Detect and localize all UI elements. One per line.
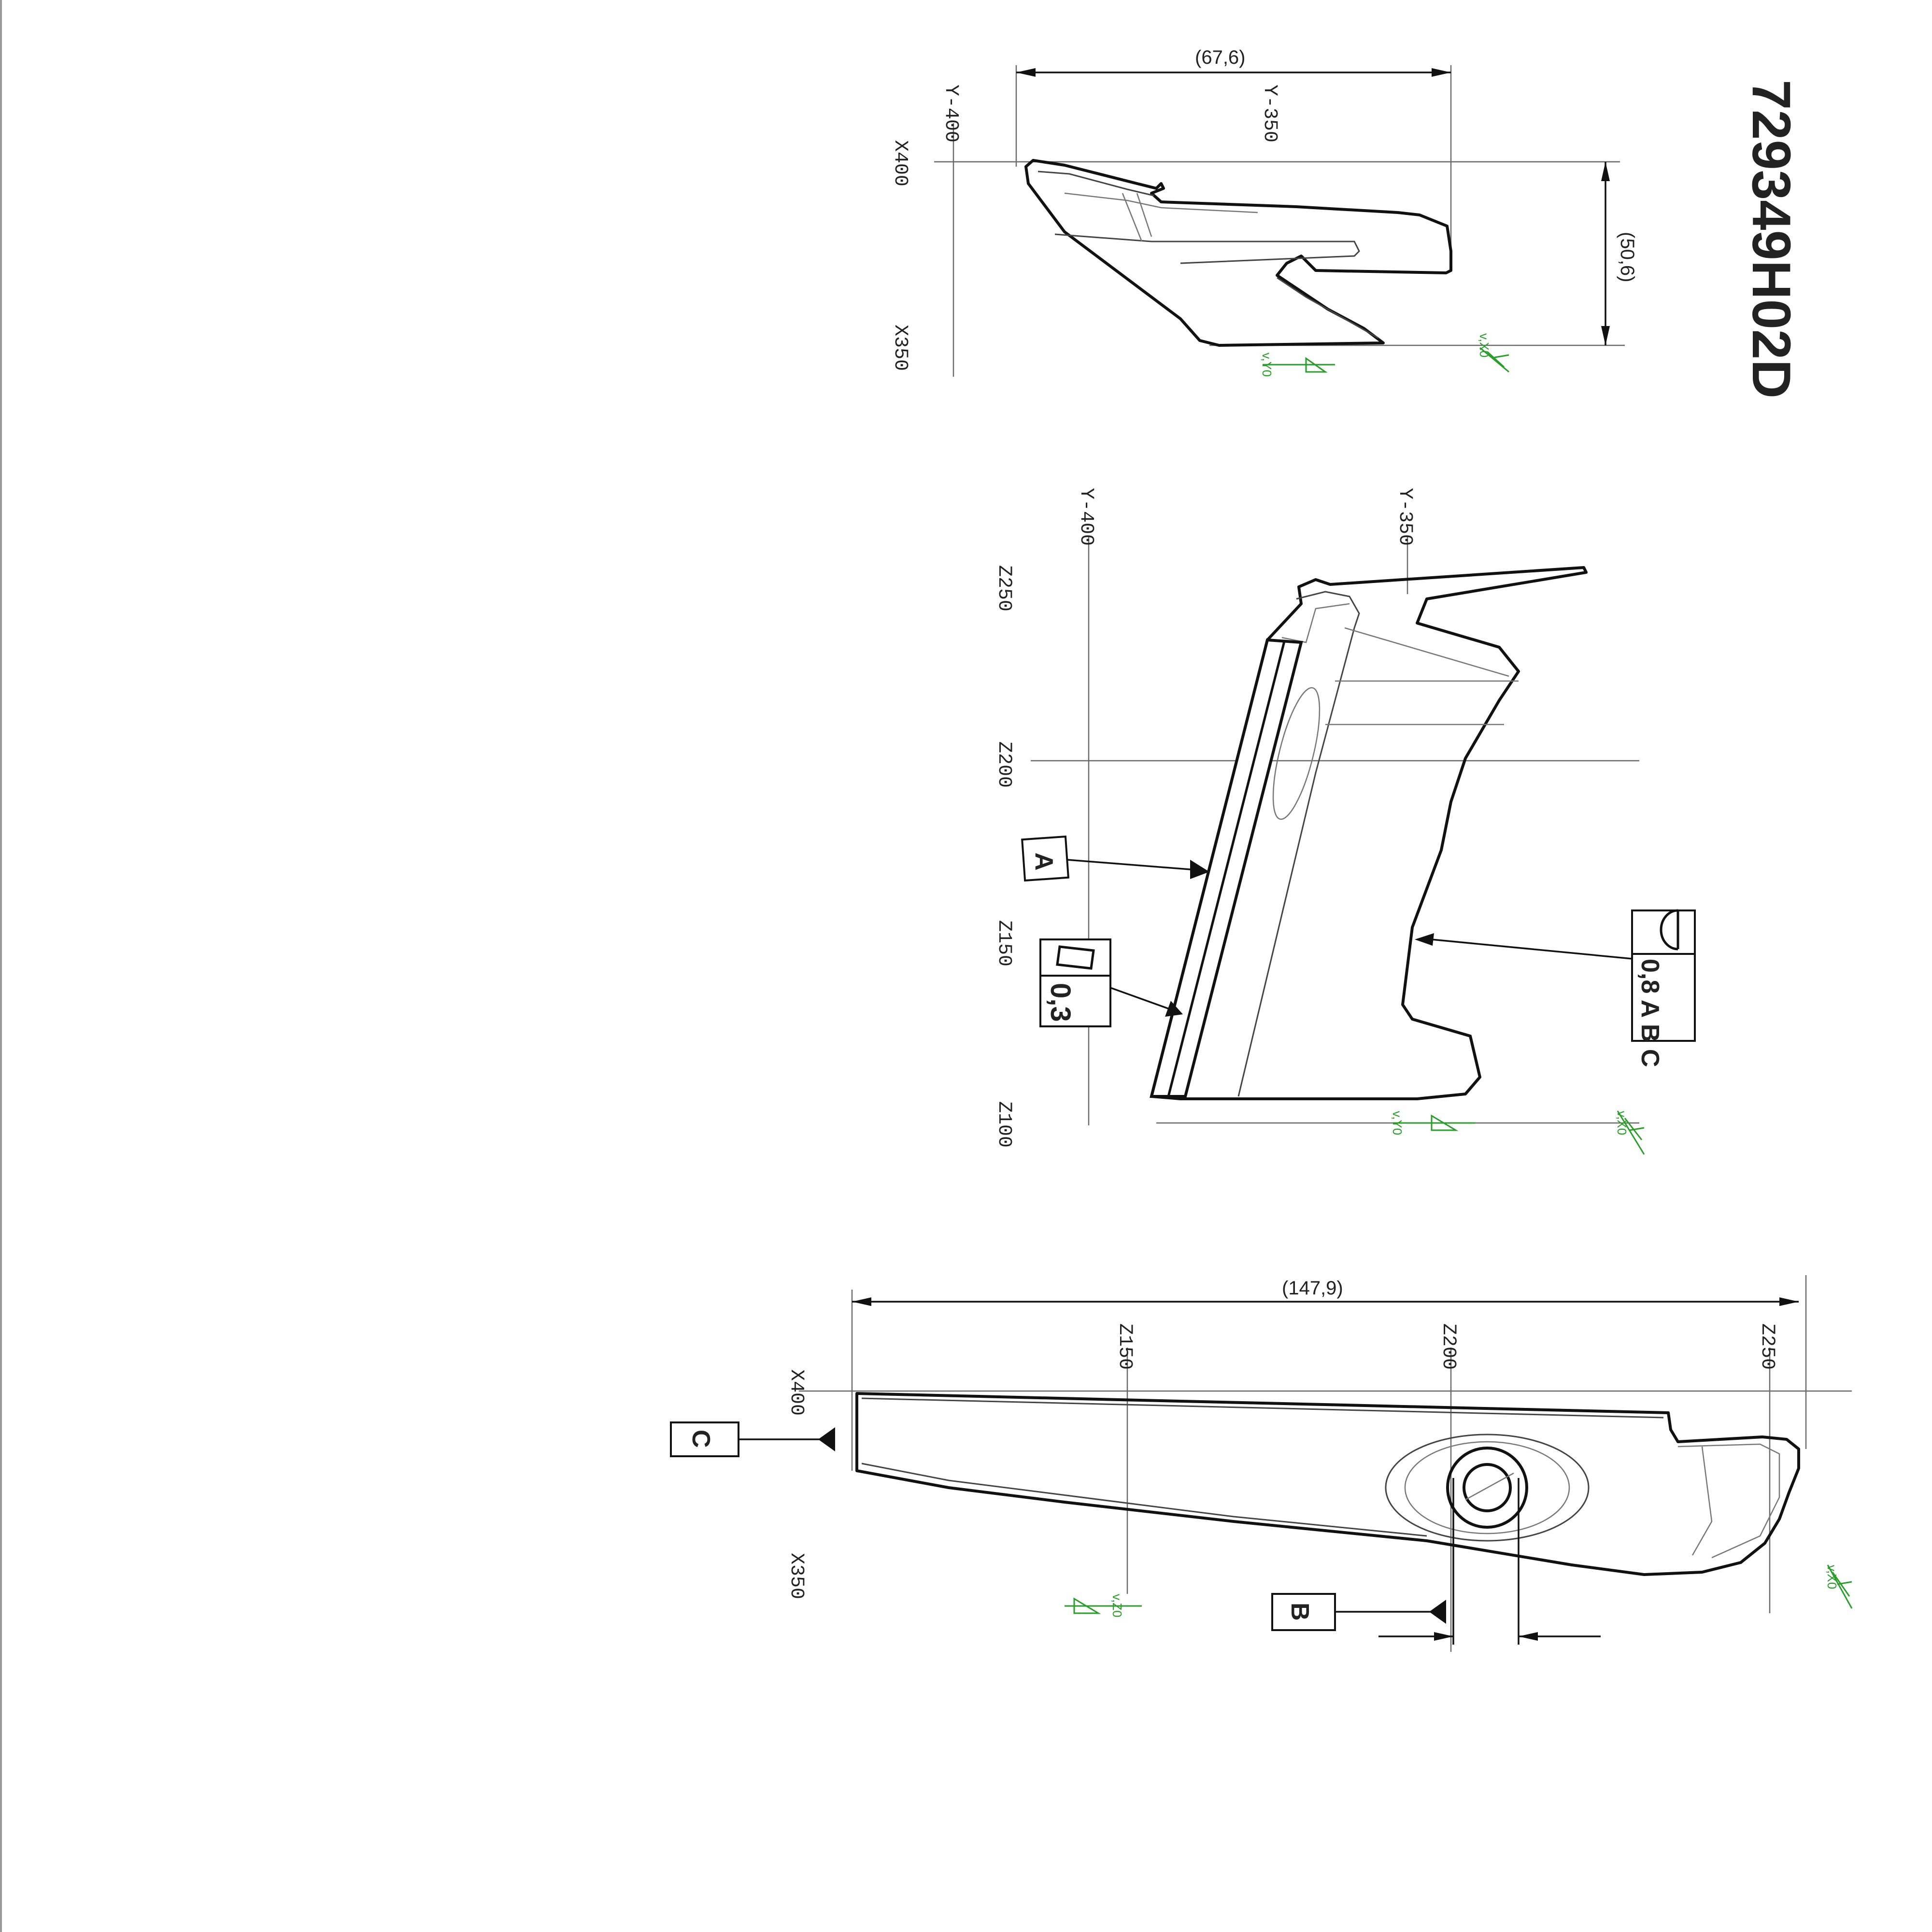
datum-c: C <box>671 1422 835 1456</box>
svg-text:0,8 A B C: 0,8 A B C <box>1636 959 1664 1067</box>
datum-a: A <box>1022 837 1209 881</box>
view-middle: Y-400 Y-350 Z250 Z200 Z150 Z100 A 0,3 0,… <box>993 488 1695 1154</box>
label-x400-top: X400 <box>889 140 911 186</box>
svg-text:A: A <box>1030 852 1058 871</box>
weld-symbol-bottom-1: v,Z0 <box>1065 1594 1142 1618</box>
dim-width-top: (67,6) <box>1195 47 1246 68</box>
svg-text:v,Z0: v,Z0 <box>1110 1594 1124 1618</box>
label-z200-bottom: Z200 <box>1437 1323 1459 1370</box>
label-z250-bottom: Z250 <box>1756 1323 1778 1370</box>
weld-symbol-top-1: v,Y0 <box>1260 353 1335 377</box>
view-top: (67,6) (50,6) Y-400 Y-350 X400 X350 v,Y0… <box>889 47 1638 377</box>
drawing-number: 729349H02D <box>1741 80 1802 398</box>
datum-b: B <box>1272 1594 1446 1630</box>
fcf-flatness: 0,3 <box>1040 939 1183 1026</box>
weld-symbol-middle-2: v,X0 <box>1615 1111 1644 1154</box>
svg-text:v,Y0: v,Y0 <box>1260 353 1274 377</box>
part-outline-top <box>1026 160 1451 345</box>
label-z150-bottom: Z150 <box>1114 1323 1136 1370</box>
svg-text:v,X0: v,X0 <box>1825 1565 1839 1589</box>
label-y-400-top: Y-400 <box>940 85 962 142</box>
label-y-350-top: Y-350 <box>1259 85 1280 142</box>
label-y-400-middle: Y-400 <box>1075 488 1097 546</box>
weld-symbol-top-2: v,X0 <box>1477 333 1509 372</box>
label-z150-middle: Z150 <box>993 920 1015 966</box>
view-bottom: (147,9) Z150 Z200 Z250 X400 X350 C <box>671 1275 1852 1652</box>
label-z200-middle: Z200 <box>993 741 1015 788</box>
weld-symbol-middle-1: v,Y0 <box>1390 1111 1475 1135</box>
fcf-profile: 0,8 A B C <box>1415 910 1695 1067</box>
svg-text:v,X0: v,X0 <box>1477 333 1492 357</box>
dim-height-top: (50,6) <box>1617 232 1638 283</box>
svg-text:v,X0: v,X0 <box>1615 1111 1629 1135</box>
svg-text:v,Y0: v,Y0 <box>1390 1111 1405 1135</box>
label-z250-middle: Z250 <box>993 565 1015 611</box>
svg-text:0,3: 0,3 <box>1045 983 1076 1022</box>
label-x350-top: X350 <box>889 325 911 371</box>
label-z100-middle: Z100 <box>993 1101 1015 1148</box>
label-x350-bottom: X350 <box>785 1553 807 1599</box>
part-outline-middle <box>1151 568 1586 1099</box>
label-y-350-middle: Y-350 <box>1394 488 1416 546</box>
svg-text:B: B <box>1286 1603 1314 1621</box>
label-x400-bottom: X400 <box>785 1369 807 1416</box>
svg-text:C: C <box>687 1430 715 1448</box>
weld-symbol-bottom-2: v,X0 <box>1825 1565 1852 1608</box>
part-outline-bottom <box>857 1393 1799 1575</box>
dim-length-bottom: (147,9) <box>1282 1278 1343 1299</box>
